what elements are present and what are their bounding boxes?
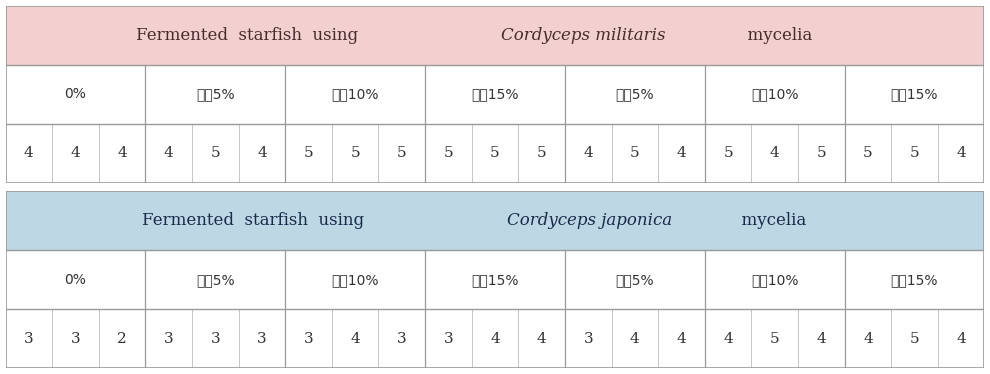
Text: 3: 3 <box>24 332 34 346</box>
Text: 4: 4 <box>956 332 966 346</box>
Bar <box>6 65 984 183</box>
Text: 0%: 0% <box>64 87 86 101</box>
Text: 4: 4 <box>676 146 686 160</box>
Text: 4: 4 <box>70 146 80 160</box>
Text: 4: 4 <box>350 332 360 346</box>
Text: 5: 5 <box>910 332 920 346</box>
Text: 5: 5 <box>770 332 779 346</box>
Text: Fermented  starfish  using: Fermented starfish using <box>142 212 374 229</box>
Text: 3: 3 <box>444 332 453 346</box>
Text: 쌌갘15%: 쌌갘15% <box>471 87 519 101</box>
Text: 4: 4 <box>163 146 173 160</box>
Text: 4: 4 <box>630 332 640 346</box>
Text: 쌌갘5%: 쌌갘5% <box>196 87 235 101</box>
Text: 4: 4 <box>817 332 827 346</box>
Text: 3: 3 <box>211 332 220 346</box>
Text: 5: 5 <box>350 146 360 160</box>
Text: 4: 4 <box>537 332 546 346</box>
Text: 4: 4 <box>24 146 34 160</box>
Text: 5: 5 <box>304 146 314 160</box>
Text: 4: 4 <box>676 332 686 346</box>
Text: 0%: 0% <box>64 273 86 287</box>
Text: Cordyceps militaris: Cordyceps militaris <box>501 27 665 44</box>
Text: 4: 4 <box>863 332 873 346</box>
Text: 5: 5 <box>490 146 500 160</box>
Text: 4: 4 <box>770 146 779 160</box>
Text: 2: 2 <box>117 332 127 346</box>
Text: 5: 5 <box>724 146 733 160</box>
Text: 3: 3 <box>257 332 266 346</box>
Text: 5: 5 <box>863 146 873 160</box>
Text: 쌌갘10%: 쌌갘10% <box>332 273 379 287</box>
Text: 쌌갘15%: 쌌갘15% <box>471 273 519 287</box>
Text: 4: 4 <box>117 146 127 160</box>
Text: 5: 5 <box>817 146 826 160</box>
Bar <box>6 6 984 65</box>
Text: 3: 3 <box>164 332 173 346</box>
Text: 쌌갘10%: 쌌갘10% <box>332 87 379 101</box>
Text: 3: 3 <box>70 332 80 346</box>
Text: 현미5%: 현미5% <box>616 273 654 287</box>
Bar <box>6 250 984 368</box>
Text: 현미10%: 현미10% <box>751 87 798 101</box>
Text: 3: 3 <box>583 332 593 346</box>
Text: 5: 5 <box>444 146 453 160</box>
Text: 5: 5 <box>910 146 920 160</box>
Text: 현미5%: 현미5% <box>616 87 654 101</box>
Text: 5: 5 <box>397 146 407 160</box>
Bar <box>6 191 984 250</box>
Text: 4: 4 <box>583 146 593 160</box>
Text: 3: 3 <box>304 332 314 346</box>
Text: 4: 4 <box>723 332 733 346</box>
Text: 5: 5 <box>537 146 546 160</box>
Text: 현미15%: 현미15% <box>891 87 939 101</box>
Text: 4: 4 <box>490 332 500 346</box>
Text: 4: 4 <box>257 146 267 160</box>
Text: mycelia: mycelia <box>737 27 812 44</box>
Text: 4: 4 <box>956 146 966 160</box>
Text: 5: 5 <box>211 146 220 160</box>
Text: 현미10%: 현미10% <box>751 273 798 287</box>
Text: Fermented  starfish  using: Fermented starfish using <box>136 27 368 44</box>
Text: 쌌갘5%: 쌌갘5% <box>196 273 235 287</box>
Text: 3: 3 <box>397 332 407 346</box>
Text: 현미15%: 현미15% <box>891 273 939 287</box>
Text: mycelia: mycelia <box>731 212 806 229</box>
Text: 5: 5 <box>630 146 640 160</box>
Text: Cordyceps japonica: Cordyceps japonica <box>508 212 672 229</box>
